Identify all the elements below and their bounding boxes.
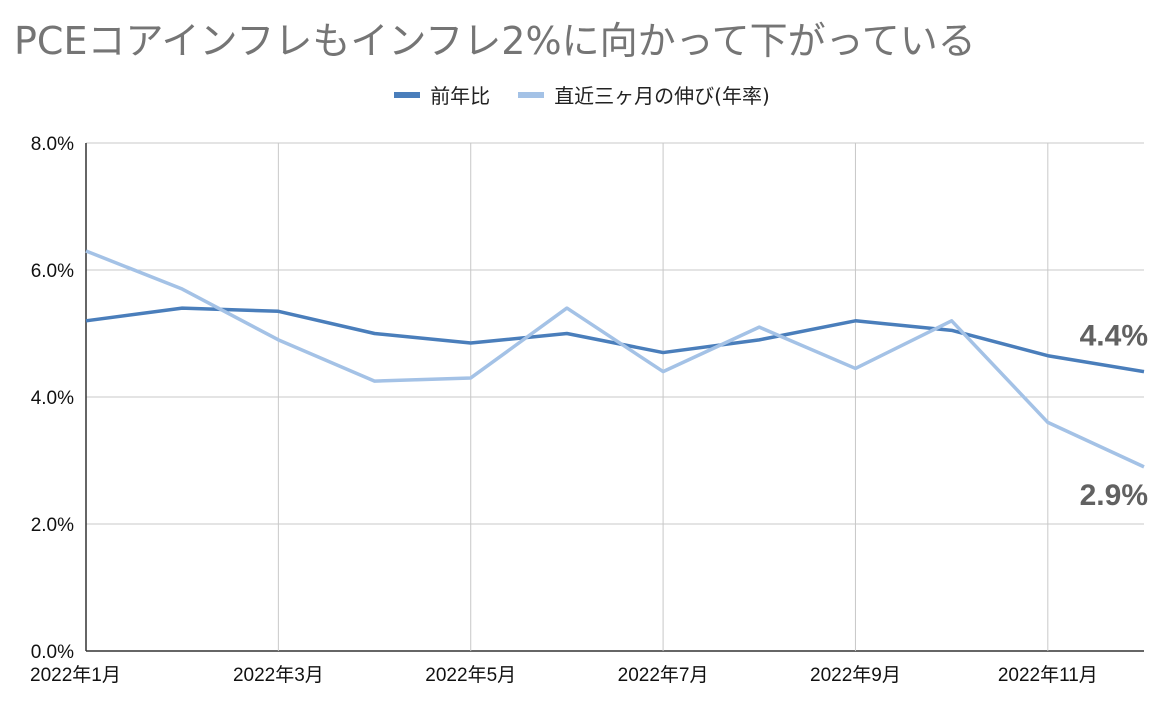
series-line-1 [85, 249, 1145, 469]
legend-label-yoy: 前年比 [430, 84, 491, 108]
y-tick-label: 2.0% [31, 515, 74, 536]
legend: 前年比 直近三ヶ月の伸び(年率) [0, 80, 1164, 109]
legend-item-3m: 直近三ヶ月の伸び(年率) [518, 80, 770, 109]
x-tick-label: 2022年3月 [233, 664, 324, 686]
legend-swatch-yoy [394, 91, 421, 98]
y-tick-label: 8.0% [31, 134, 74, 155]
legend-label-3m: 直近三ヶ月の伸び(年率) [554, 84, 770, 108]
series-line-0 [85, 306, 1145, 374]
y-tick-label: 0.0% [31, 642, 74, 663]
x-tick-label: 2022年11月 [998, 664, 1098, 686]
chart-title: PCEコアインフレもインフレ2%に向かって下がっている [14, 19, 976, 63]
y-tick-label: 6.0% [31, 261, 74, 282]
legend-item-yoy: 前年比 [394, 80, 490, 109]
end-value-label: 4.4% [1080, 320, 1148, 353]
x-tick-label: 2022年9月 [810, 664, 901, 686]
x-tick-label: 2022年7月 [618, 664, 709, 686]
y-tick-label: 4.0% [31, 388, 74, 409]
x-tick-label: 2022年5月 [425, 664, 516, 686]
end-value-label: 2.9% [1080, 479, 1148, 512]
legend-swatch-3m [518, 91, 545, 98]
x-tick-label: 2022年1月 [30, 664, 121, 686]
